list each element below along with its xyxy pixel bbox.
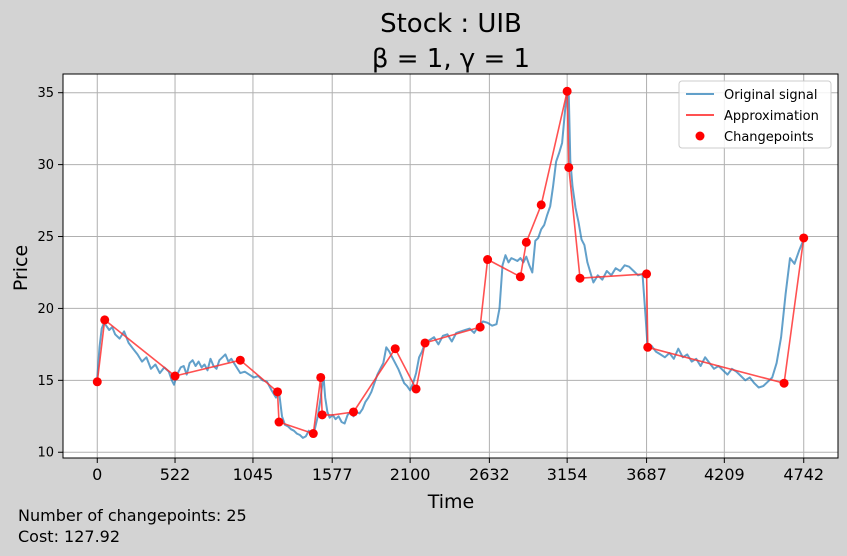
changepoint-marker: [273, 387, 283, 397]
changepoint-marker: [562, 86, 572, 96]
changepoints-layer: [92, 86, 809, 439]
legend-label-changepoints: Changepoints: [724, 130, 814, 145]
x-tick-label: 4742: [783, 465, 824, 484]
y-tick-label: 15: [37, 374, 54, 389]
x-tick-label: 3687: [626, 465, 667, 484]
approximation-line: [96, 90, 805, 435]
changepoint-marker: [317, 410, 327, 420]
legend: Original signal Approximation Changepoin…: [678, 80, 832, 149]
changepoint-marker: [575, 273, 585, 283]
legend-changepoint-marker: [695, 131, 705, 141]
changepoint-marker: [274, 417, 284, 427]
changepoint-marker: [515, 272, 525, 282]
y-tick-label: 25: [37, 230, 54, 245]
changepoint-marker: [316, 372, 326, 382]
legend-label-original-signal: Original signal: [724, 88, 817, 103]
plot-frame: [62, 73, 839, 459]
changepoint-marker: [642, 269, 652, 279]
changepoint-marker: [235, 355, 245, 365]
changepoint-marker: [420, 338, 430, 348]
changepoint-marker: [308, 429, 318, 439]
x-axis-label: Time: [427, 491, 475, 513]
y-tick-label: 35: [37, 86, 54, 101]
x-tick-label: 522: [160, 465, 191, 484]
x-tick-label: 0: [92, 465, 102, 484]
chart-title-line2: β = 1, γ = 1: [372, 44, 530, 74]
changepoint-marker: [483, 255, 493, 265]
changepoint-marker: [475, 322, 485, 332]
legend-box: [678, 80, 832, 149]
changepoint-marker: [536, 200, 546, 210]
y-tick-label: 20: [37, 302, 54, 317]
changepoint-marker: [643, 342, 653, 352]
changepoint-marker: [170, 371, 180, 381]
x-tick-label: 1045: [233, 465, 274, 484]
changepoint-marker: [521, 237, 531, 247]
x-tick-label: 3154: [547, 465, 588, 484]
x-tick-label: 4209: [704, 465, 745, 484]
x-tick-label: 1577: [312, 465, 353, 484]
y-tick-label: 10: [37, 446, 54, 461]
y-axis-ticks: 10 15 20 25 30 35: [37, 86, 63, 461]
y-axis-label: Price: [10, 245, 32, 291]
changepoint-marker: [100, 315, 110, 325]
series-layer: [96, 90, 805, 439]
x-axis-ticks: 0 522 1045 1577 2100 2632 3154 3687 4209 4742: [92, 458, 824, 484]
y-tick-label: 30: [37, 158, 54, 173]
legend-label-approximation: Approximation: [724, 109, 819, 124]
changepoint-marker: [799, 233, 809, 243]
changepoint-marker: [390, 344, 400, 354]
x-tick-label: 2100: [390, 465, 431, 484]
changepoints-count-text: Number of changepoints: 25: [18, 506, 247, 525]
changepoint-marker: [564, 162, 574, 172]
cost-text: Cost: 127.92: [18, 527, 121, 546]
changepoint-marker: [92, 377, 102, 387]
changepoint-marker: [411, 384, 421, 394]
changepoint-marker: [349, 407, 359, 417]
chart-title-line1: Stock : UIB: [380, 9, 522, 39]
changepoint-marker: [779, 378, 789, 388]
x-tick-label: 2632: [469, 465, 510, 484]
